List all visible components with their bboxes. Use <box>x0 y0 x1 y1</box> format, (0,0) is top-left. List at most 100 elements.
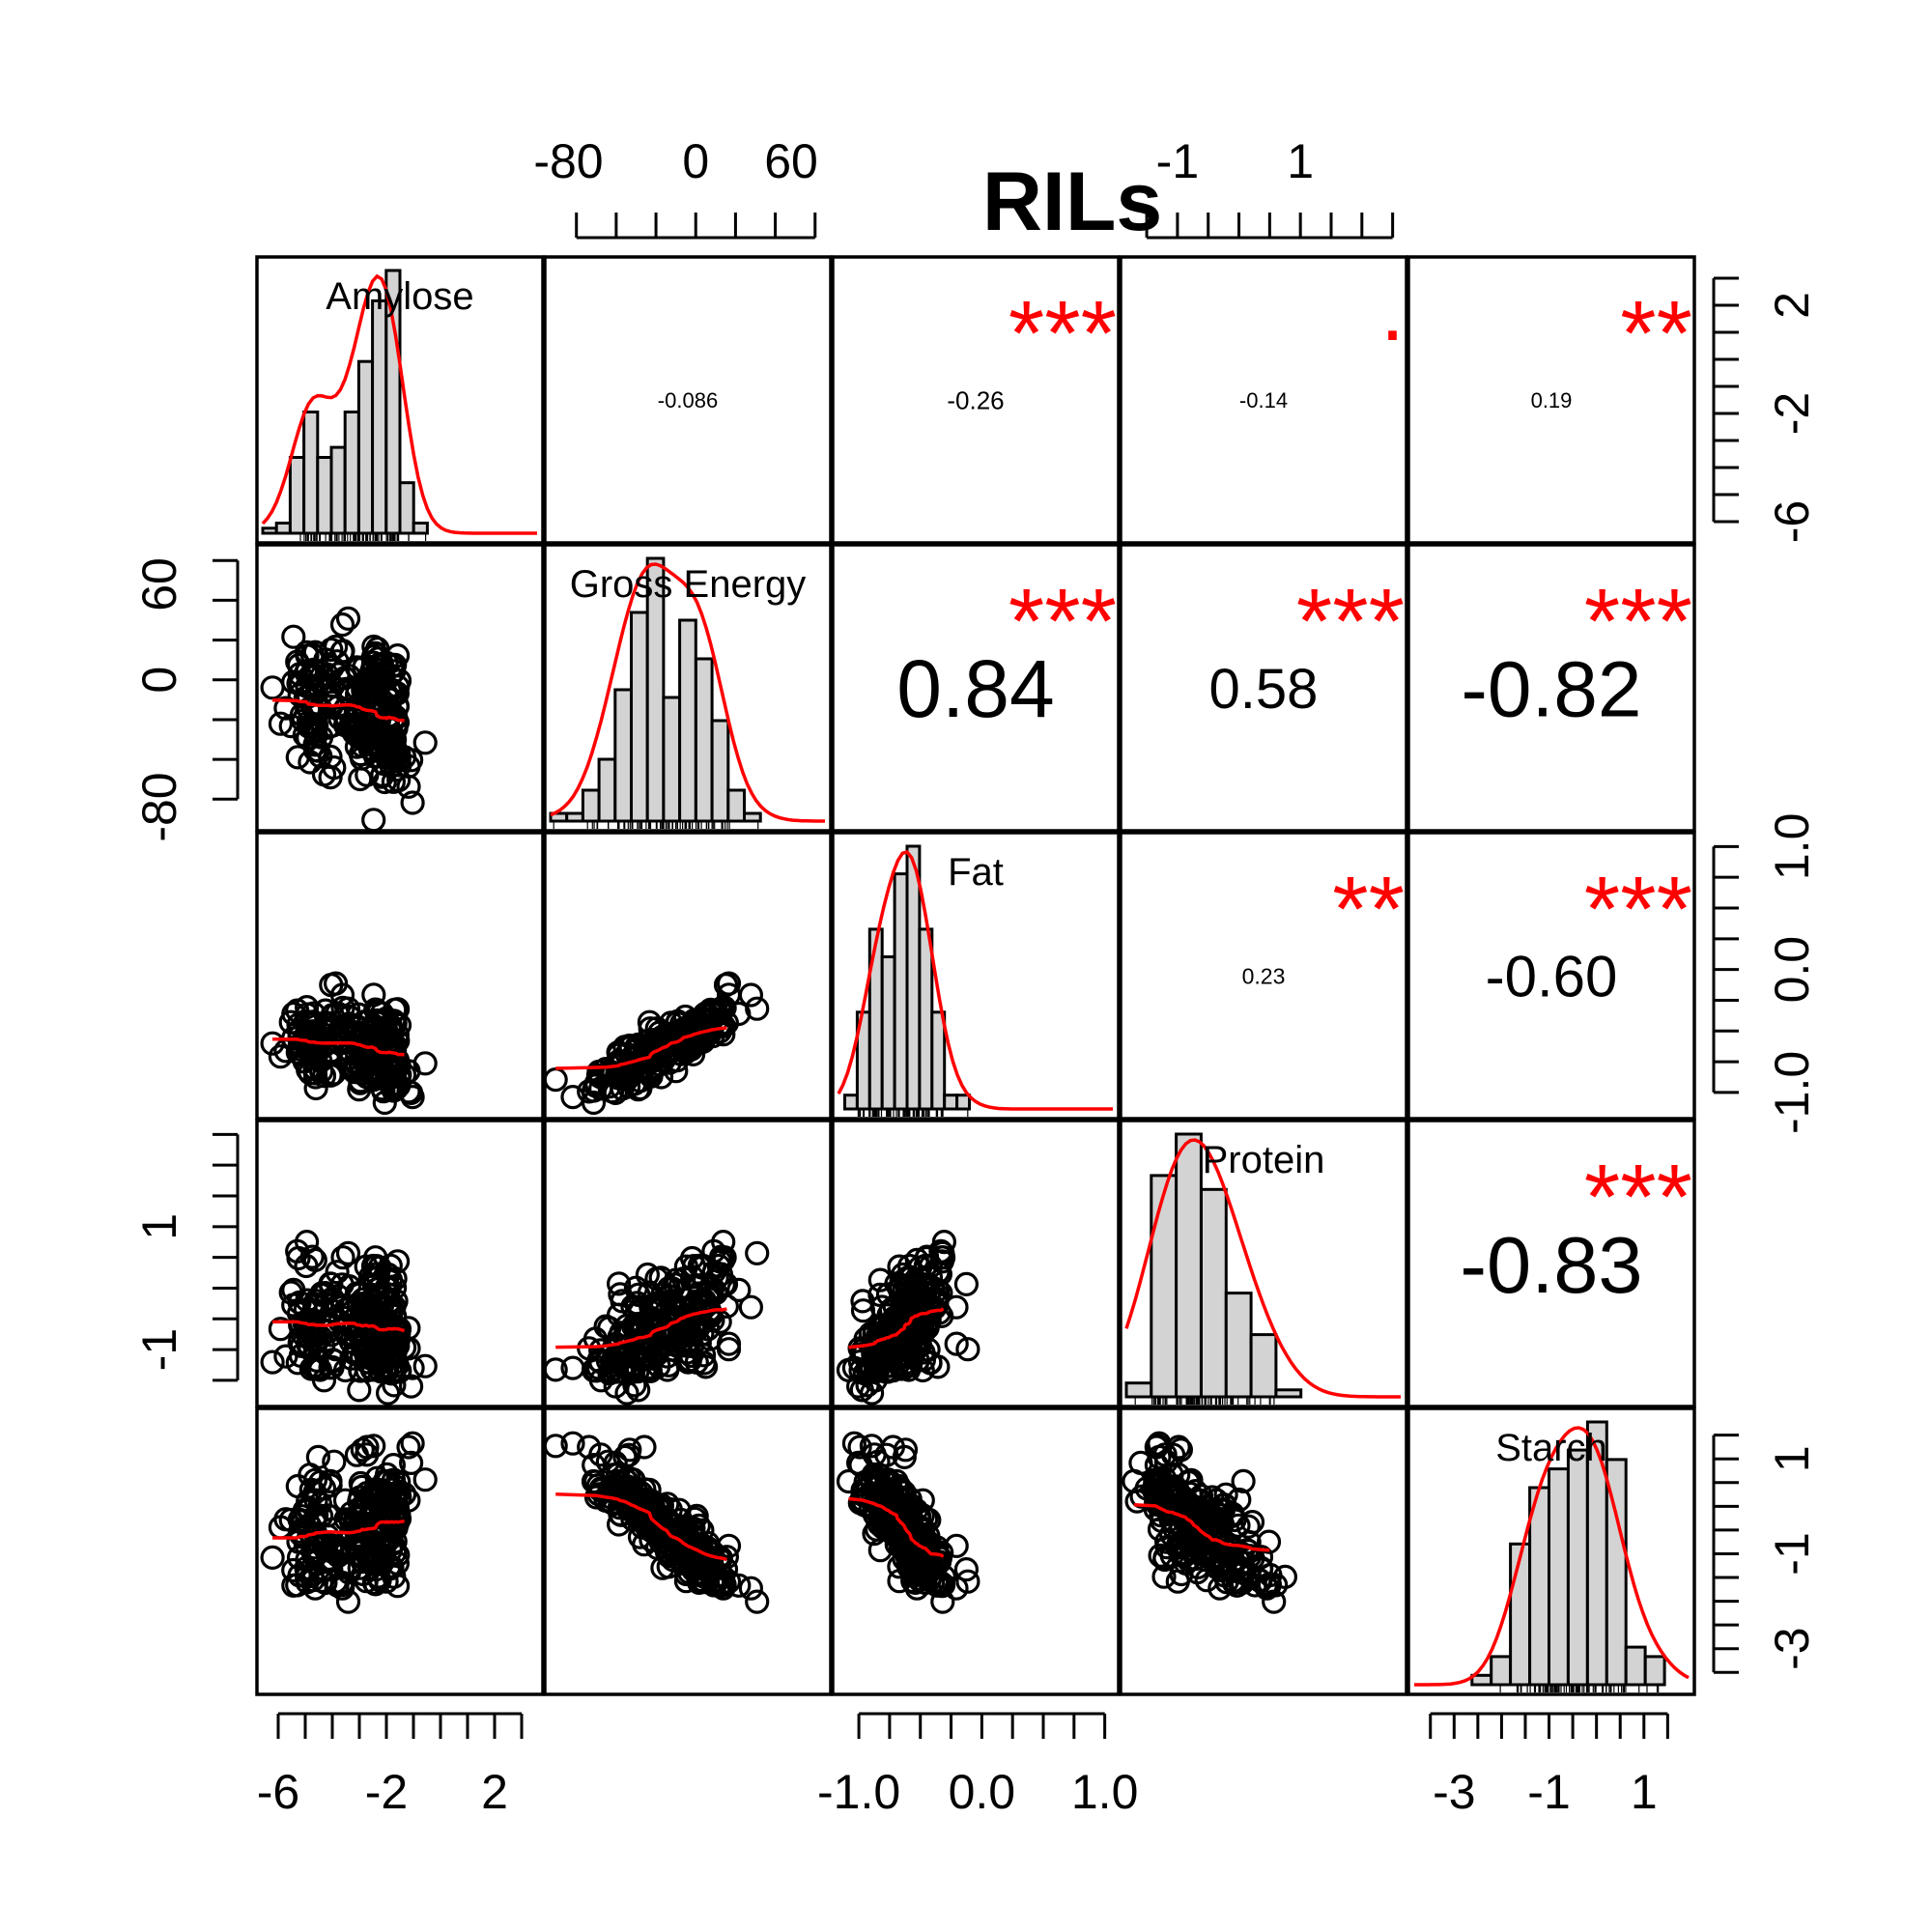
scatter-point <box>343 1324 368 1350</box>
histogram-bar <box>943 1094 959 1111</box>
panel-frame <box>543 1406 833 1696</box>
scatter-point <box>955 1337 980 1362</box>
panel-frame <box>543 1119 833 1408</box>
scatter-point <box>376 1282 401 1307</box>
tick-label: 1 <box>1287 134 1314 188</box>
scatter-point <box>1231 1468 1256 1494</box>
scatter-point <box>1151 1564 1177 1589</box>
scatter-point <box>712 995 737 1021</box>
scatter-point <box>745 1240 770 1265</box>
scatter-point <box>382 659 407 684</box>
scatter-point <box>335 606 361 631</box>
scatter-point <box>281 1293 306 1318</box>
scatter-point <box>325 1260 350 1285</box>
histogram-bar <box>1566 1448 1589 1687</box>
scatter-point <box>560 1355 585 1380</box>
histogram-bar <box>343 411 360 535</box>
histogram-bar <box>918 927 934 1111</box>
axis-top-gross-energy: -80 0 60 <box>533 134 818 240</box>
scatter-point <box>399 1450 424 1476</box>
tick-label: -1 <box>1765 1532 1819 1575</box>
panels-layer: Amylose-0.086 -0.26***-0.14.0.19**Gross E… <box>255 255 1696 1696</box>
scatter-point <box>412 1467 438 1492</box>
histogram-bar <box>645 556 666 823</box>
scatter-point <box>305 1444 330 1470</box>
scatter-point <box>304 673 329 698</box>
histogram-bar <box>371 298 388 535</box>
histogram-bar <box>893 872 909 1111</box>
scatter-point <box>1183 1546 1208 1572</box>
scatter-point <box>841 1431 867 1456</box>
smooth-line <box>272 1519 405 1540</box>
smooth-line <box>555 1492 727 1562</box>
scatter-point <box>603 1374 628 1399</box>
tick-label: 1 <box>1631 1765 1658 1819</box>
scatter-point <box>382 1564 407 1589</box>
scatter-point <box>632 1045 657 1071</box>
panel-fat-vs-gross-energy <box>543 831 833 1121</box>
correlation-value: 0.84 <box>896 643 1055 734</box>
scatter-point <box>691 1253 716 1279</box>
scatter-point <box>726 1001 752 1027</box>
scatter-point <box>913 1253 939 1279</box>
histogram-bar <box>1150 1174 1179 1399</box>
scatter-point <box>632 1435 657 1460</box>
density-curve <box>261 273 537 535</box>
scatter-point <box>303 1065 328 1090</box>
tick-label: -2 <box>365 1765 408 1819</box>
scatter-point <box>278 713 303 739</box>
histogram-bar <box>1528 1486 1550 1687</box>
scatter-point <box>582 1452 607 1478</box>
histogram-bar <box>565 811 584 823</box>
scatter-point <box>953 1271 980 1297</box>
scatter-point <box>1153 1529 1179 1554</box>
tick-label: 0.0 <box>949 1765 1016 1819</box>
panel-gross-energy-vs-fat: 0.84*** <box>831 543 1121 833</box>
scatter-point <box>655 1357 680 1382</box>
scatter-point <box>855 1373 880 1398</box>
scatter-point <box>1236 1529 1262 1555</box>
scatter-point <box>1248 1545 1274 1570</box>
scatter-point <box>644 1266 669 1292</box>
scatter-point <box>847 1435 872 1460</box>
scatter-point <box>706 1012 731 1038</box>
histogram-bar <box>329 445 347 535</box>
scatter-point <box>655 1492 680 1517</box>
scatter-point <box>608 1501 633 1527</box>
scatter-point <box>878 1520 904 1545</box>
histogram-bar <box>694 657 714 823</box>
panel-frame <box>1406 543 1696 833</box>
scatter-point <box>1178 1469 1203 1494</box>
scatter-point <box>384 757 409 782</box>
scatter-point <box>412 1353 438 1378</box>
significance-stars: *** <box>1009 570 1117 673</box>
tick-label: -1 <box>132 1328 186 1371</box>
scatter-point <box>400 1431 425 1456</box>
scatter-point <box>337 677 362 703</box>
histogram-bar <box>743 811 762 823</box>
scatter-point <box>654 1298 680 1323</box>
tick-label: -80 <box>132 772 186 841</box>
scatter-point <box>682 1506 707 1531</box>
panel-protein-vs-gross-energy <box>543 1119 833 1408</box>
histogram-bar <box>678 618 697 823</box>
panel-amylose-vs-gross-energy: -0.086 <box>543 255 833 545</box>
scatter-point <box>914 1506 939 1531</box>
panel-frame <box>831 1119 1121 1408</box>
histogram-bar <box>302 411 320 535</box>
tick-label: 0 <box>682 134 709 188</box>
scatter-point <box>665 1047 690 1073</box>
scatter-point <box>281 1573 306 1598</box>
scatter-point <box>745 1589 770 1614</box>
scatter-point <box>726 1277 752 1303</box>
scatter-point <box>384 694 410 719</box>
scatter-point <box>1160 1484 1185 1510</box>
scatter-point <box>307 1357 332 1382</box>
panel-gross-energy-vs-gross-energy: Gross Energy <box>543 543 833 833</box>
panel-frame <box>255 1119 545 1408</box>
histogram-bar <box>1249 1333 1278 1399</box>
panel-frame <box>1119 255 1408 545</box>
correlation-value: -0.086 <box>658 388 718 412</box>
histogram-bar <box>955 1094 971 1111</box>
scatter-point <box>360 1545 386 1570</box>
